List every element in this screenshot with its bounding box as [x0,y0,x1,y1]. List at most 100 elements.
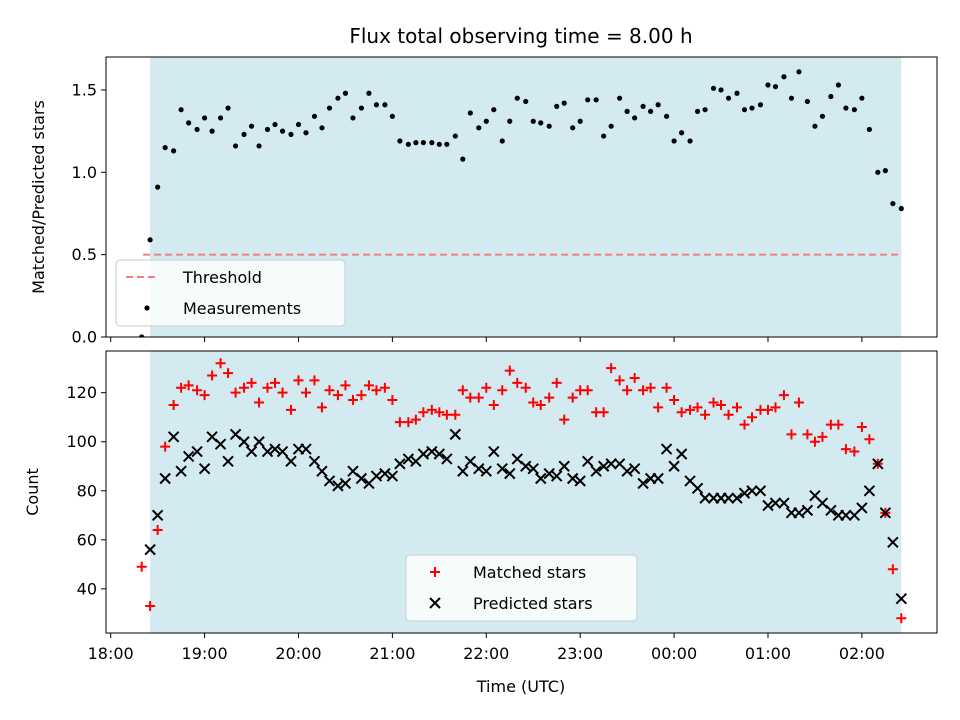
data-point [276,445,289,458]
data-point [554,103,560,110]
data-point [582,385,593,396]
data-point [731,402,742,413]
data-point [606,363,617,374]
data-point [335,95,341,101]
data-point [316,402,327,413]
data-point [512,377,523,388]
data-point [762,404,773,415]
data-point [499,138,505,144]
data-point [628,462,641,475]
data-point [239,382,250,393]
y-tick-label: 0.0 [72,328,97,347]
data-point [483,118,489,124]
data-point [426,445,438,458]
data-point [436,141,442,147]
data-point [316,465,328,477]
data-point [598,407,609,418]
data-layer [136,358,908,624]
data-point [356,390,367,401]
data-point [671,138,677,144]
data-point [895,592,908,605]
data-point [350,115,356,121]
data-point [685,404,696,415]
y-tick-label: 100 [66,432,97,451]
data-point [718,87,724,93]
data-point [366,90,372,96]
data-point [872,458,884,470]
data-point [175,465,187,477]
data-point [433,448,446,460]
data-point [898,205,904,212]
legend-threshold-label: Threshold [182,268,262,287]
data-point [373,102,380,108]
data-point [441,409,452,420]
data-point [528,397,539,408]
data-point [476,125,482,131]
y-tick-label: 0.5 [72,245,97,264]
data-point [246,377,257,388]
data-point [253,436,265,448]
data-point [559,414,570,425]
data-point [601,133,607,139]
data-point [254,397,265,408]
data-point [581,455,594,468]
data-point [645,382,656,393]
y-tick-label: 120 [66,383,97,402]
data-point [551,377,562,388]
data-point [621,465,633,477]
data-point [694,108,701,114]
data-point [535,472,547,485]
data-point [269,443,281,455]
legend-matched-swatch [430,567,440,577]
data-point [739,419,750,430]
data-point [241,131,247,138]
data-point [457,465,469,477]
data-point [866,126,872,133]
data-point [394,417,405,428]
data-point [300,443,312,455]
data-point [293,375,304,386]
data-point [851,107,857,113]
data-point [544,392,555,403]
data-point [256,143,262,149]
data-point [538,120,544,126]
data-point [856,422,867,433]
data-point [473,462,485,475]
data-point [514,95,520,101]
x-tick-label: 18:00 [88,644,134,663]
data-point [638,385,649,396]
data-point [527,462,539,475]
y-axis-label: Matched/Predicted stars [29,100,48,294]
series-matched-stars [136,358,907,624]
data-point [199,390,210,401]
data-point [387,395,398,406]
data-point [232,143,239,149]
data-point [183,380,194,391]
y-axis-label: Count [23,468,42,516]
data-point [225,105,231,111]
data-point [460,156,466,162]
data-point [467,110,473,116]
data-point [285,455,297,468]
data-point [864,434,875,445]
data-point [617,95,623,101]
data-point [358,105,365,111]
y-tick-label: 80 [77,481,97,500]
data-point [723,409,734,420]
data-point [389,113,395,119]
series-measurements [139,69,904,337]
legend-predicted-label: Predicted stars [473,594,593,613]
data-point [687,138,693,144]
data-point [295,121,302,128]
data-point [223,368,234,379]
data-point [207,370,218,381]
data-point [530,118,536,124]
data-point [497,385,508,396]
data-point [347,395,358,406]
data-point [833,419,844,430]
data-point [640,103,646,110]
data-point [678,130,685,136]
data-point [749,105,755,111]
data-point [558,460,570,472]
